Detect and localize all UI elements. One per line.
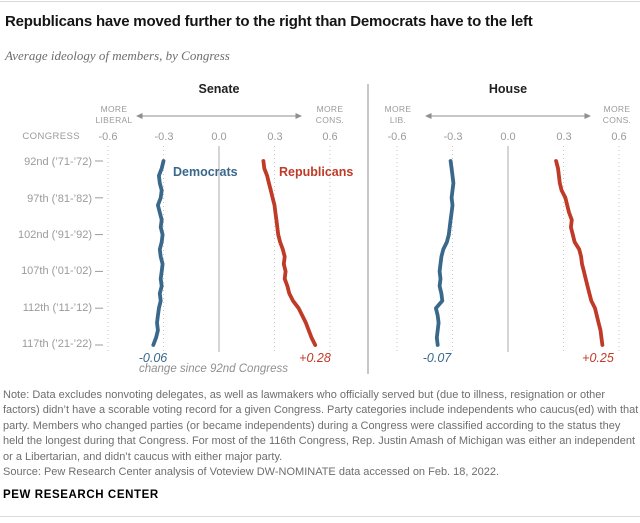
more-cons-line2: CONS. bbox=[315, 114, 345, 125]
congress-tick-112th: 112th (’11-’12) bbox=[22, 302, 92, 314]
democrats-legend-label: Democrats bbox=[173, 165, 238, 179]
senate-tick-0.3: 0.3 bbox=[267, 131, 283, 143]
more-cons-line2: CONS. bbox=[602, 114, 632, 125]
senate-tick--0.6: -0.6 bbox=[98, 131, 118, 143]
more-lib-line1: MORE bbox=[384, 104, 412, 114]
panel-title-senate: Senate bbox=[198, 82, 240, 96]
more-cons-line1: MORE bbox=[603, 104, 631, 114]
house-more-cons-label: MORE CONS. bbox=[575, 104, 640, 125]
more-liberal-line2: LIBERAL bbox=[95, 114, 133, 125]
senate-more-liberal-label: MORE LIBERAL bbox=[72, 104, 156, 125]
senate-republicans-line bbox=[261, 159, 318, 347]
senate-tick--0.3: -0.3 bbox=[154, 131, 174, 143]
note-text: Note: Data excludes nonvoting delegates,… bbox=[3, 389, 639, 463]
congress-tick-107th: 107th (’01-’02) bbox=[21, 265, 92, 277]
more-cons-line1: MORE bbox=[316, 104, 344, 114]
senate-tick-0.0: 0.0 bbox=[211, 131, 227, 143]
house-republicans-line bbox=[554, 159, 605, 347]
pew-research-center-brand: PEW RESEARCH CENTER bbox=[3, 489, 159, 501]
house-tick--0.3: -0.3 bbox=[443, 131, 463, 143]
house-dem-change-value: -0.07 bbox=[422, 351, 452, 365]
congress-tick-117th: 117th (’21-’22) bbox=[21, 338, 92, 350]
house-tick-0.6: 0.6 bbox=[611, 131, 627, 143]
house-more-liberal-label: MORE LIB. bbox=[356, 104, 440, 125]
senate-rep-change-value: +0.28 bbox=[299, 351, 331, 365]
panel-title-house: House bbox=[488, 82, 528, 96]
bottom-border bbox=[0, 516, 640, 517]
house-tick-0.0: 0.0 bbox=[500, 131, 516, 143]
senate-democrats-line bbox=[151, 159, 166, 347]
footer-notes: Note: Data excludes nonvoting delegates,… bbox=[3, 388, 639, 480]
arrow-head-left-icon bbox=[425, 113, 432, 119]
arrow-head-right-icon bbox=[584, 113, 591, 119]
senate-tick-0.6: 0.6 bbox=[322, 131, 338, 143]
senate-dem-change-value: -0.06 bbox=[138, 351, 168, 365]
change-caption: change since 92nd Congress bbox=[139, 363, 288, 375]
congress-tick-97th: 97th (’81-’82) bbox=[27, 193, 92, 205]
republicans-legend-label: Republicans bbox=[279, 165, 354, 179]
senate-more-cons-label: MORE CONS. bbox=[288, 104, 372, 125]
house-rep-change-value: +0.25 bbox=[582, 351, 614, 365]
source-text: Source: Pew Research Center analysis of … bbox=[3, 466, 500, 479]
chart-title: Republicans have moved further to the ri… bbox=[5, 13, 533, 30]
chart-subtitle: Average ideology of members, by Congress bbox=[5, 48, 230, 63]
house-tick--0.6: -0.6 bbox=[387, 131, 407, 143]
arrow-head-left-icon bbox=[136, 113, 143, 119]
congress-tick-92nd: 92nd (’71-’72) bbox=[24, 156, 92, 168]
congress-tick-102nd: 102nd (’91-’92) bbox=[18, 229, 92, 241]
house-democrats-line bbox=[433, 159, 456, 347]
house-tick-0.3: 0.3 bbox=[556, 131, 572, 143]
top-border bbox=[0, 1, 640, 2]
arrow-head-right-icon bbox=[295, 113, 302, 119]
more-lib-line2: LIB. bbox=[389, 114, 407, 125]
more-liberal-line1: MORE bbox=[100, 104, 128, 114]
congress-axis-label: CONGRESS bbox=[22, 131, 80, 142]
